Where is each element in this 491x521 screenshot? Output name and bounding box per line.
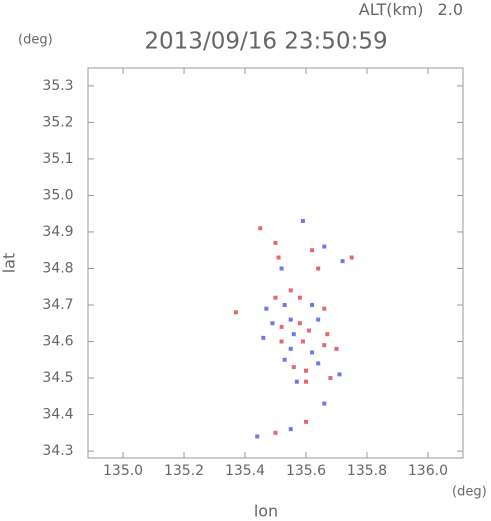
- data-point: [264, 306, 269, 311]
- x-tick-label: 135.6: [286, 463, 326, 479]
- x-tick-label: 135.2: [164, 463, 204, 479]
- data-point: [270, 321, 275, 326]
- y-tick-label: 34.4: [42, 407, 73, 423]
- y-tick-label: 34.9: [42, 224, 73, 240]
- data-point: [233, 310, 238, 315]
- data-point: [288, 288, 293, 293]
- data-point: [340, 259, 345, 264]
- y-tick-label: 34.8: [42, 260, 73, 276]
- data-point: [288, 427, 293, 432]
- y-tick-label: 34.5: [42, 370, 73, 386]
- x-tick-label: 135.0: [103, 463, 143, 479]
- y-unit: (deg): [18, 33, 53, 48]
- y-tick-label: 35.2: [42, 114, 73, 130]
- data-point: [282, 357, 287, 362]
- data-point: [303, 419, 308, 424]
- data-point: [322, 401, 327, 406]
- y-tick-label: 34.3: [42, 443, 73, 459]
- data-point: [273, 430, 278, 435]
- data-point: [337, 372, 342, 377]
- data-point: [334, 346, 339, 351]
- y-tick-label: 35.0: [42, 187, 73, 203]
- data-point: [316, 317, 321, 322]
- data-point: [316, 266, 321, 271]
- x-axis-label: lon: [254, 502, 278, 521]
- data-point: [279, 266, 284, 271]
- data-point: [322, 244, 327, 249]
- y-axis-label: lat: [0, 253, 19, 274]
- data-point: [279, 324, 284, 329]
- data-point: [282, 302, 287, 307]
- x-tick-label: 135.8: [347, 463, 387, 479]
- data-point: [300, 219, 305, 224]
- altitude-value: 2.0: [438, 0, 463, 19]
- y-tick-label: 35.3: [42, 78, 73, 94]
- data-point: [294, 379, 299, 384]
- data-point: [291, 332, 296, 337]
- data-point: [288, 317, 293, 322]
- data-point: [322, 306, 327, 311]
- data-point: [322, 343, 327, 348]
- data-point: [297, 295, 302, 300]
- data-point: [349, 255, 354, 260]
- data-point: [325, 332, 330, 337]
- data-point: [310, 302, 315, 307]
- data-point: [303, 379, 308, 384]
- data-point: [273, 240, 278, 245]
- chart-title: 2013/09/16 23:50:59: [144, 29, 387, 55]
- data-point: [291, 365, 296, 370]
- data-point: [328, 376, 333, 381]
- data-point: [288, 346, 293, 351]
- data-point: [258, 226, 263, 231]
- x-tick-label: 135.4: [225, 463, 265, 479]
- y-tick-label: 34.6: [42, 334, 73, 350]
- data-point: [273, 295, 278, 300]
- x-tick-label: 136.0: [408, 463, 448, 479]
- y-tick-label: 34.7: [42, 297, 73, 313]
- data-point: [310, 350, 315, 355]
- data-point: [303, 368, 308, 373]
- y-tick-label: 35.1: [42, 151, 73, 167]
- data-point: [300, 339, 305, 344]
- data-point: [297, 321, 302, 326]
- data-point: [316, 361, 321, 366]
- data-point: [261, 335, 266, 340]
- data-point: [307, 328, 312, 333]
- data-point: [276, 255, 281, 260]
- altitude-label-text: ALT(km): [359, 0, 424, 19]
- data-point: [310, 248, 315, 253]
- x-unit: (deg): [452, 485, 487, 500]
- data-point: [279, 339, 284, 344]
- altitude-label: ALT(km) 2.0: [359, 0, 463, 19]
- data-point: [255, 434, 260, 439]
- plot-frame: [87, 67, 464, 459]
